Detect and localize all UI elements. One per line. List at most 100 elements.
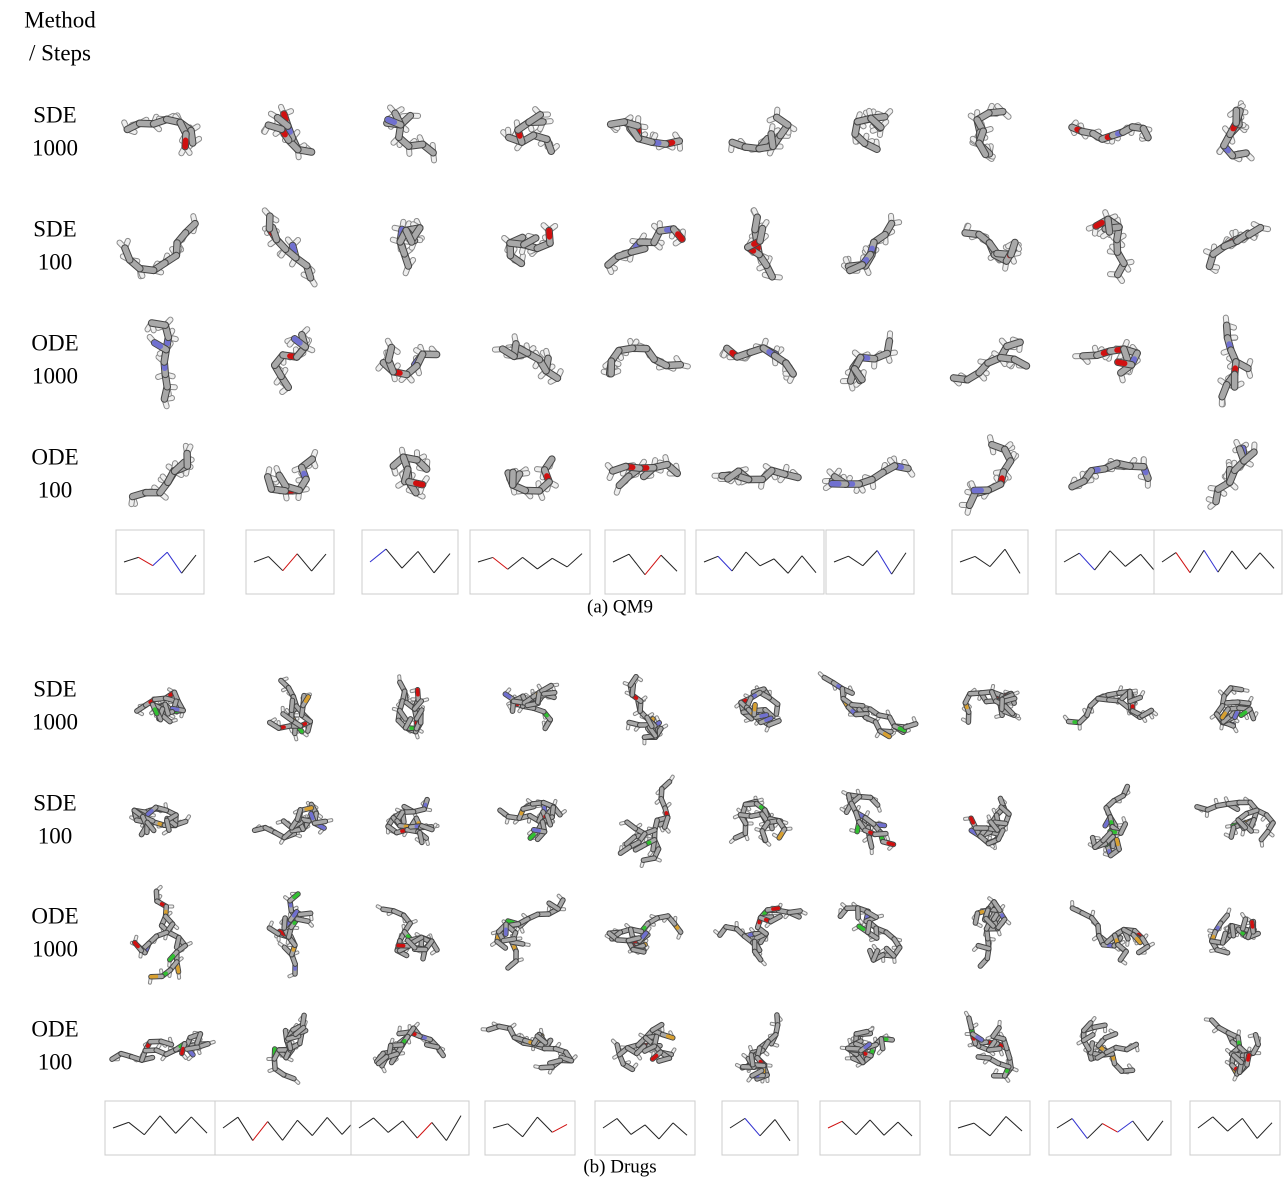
- molecule-3d: [731, 798, 791, 845]
- hetero-atom: [294, 912, 297, 916]
- bond: [856, 714, 867, 715]
- bond: [1108, 219, 1109, 232]
- molecule-3d: [608, 223, 683, 272]
- structure-2d-box: [1154, 530, 1282, 594]
- bond: [420, 833, 422, 843]
- bond: [631, 249, 644, 252]
- molecule-3d: [604, 341, 688, 374]
- molecule-3d: [394, 676, 427, 737]
- row-steps: 1000: [32, 135, 78, 160]
- molecule-3d: [131, 804, 189, 834]
- hetero-atom: [766, 718, 771, 720]
- molecule-3d: [505, 685, 557, 729]
- hetero-atom: [306, 808, 311, 809]
- bond: [268, 477, 272, 489]
- molecule-3d: [1075, 342, 1138, 380]
- structure-2d-box: [696, 530, 824, 594]
- bond: [284, 918, 285, 928]
- molecule-3d: [620, 777, 672, 866]
- molecule-3d: [820, 673, 916, 736]
- molecule-3d: [269, 894, 312, 976]
- bond: [279, 475, 286, 486]
- molecule-3d: [270, 679, 311, 740]
- bond: [1249, 228, 1261, 235]
- molecule-3d: [124, 115, 199, 153]
- hetero-atom: [888, 843, 893, 844]
- molecule-3d: [255, 803, 332, 843]
- header-steps: / Steps: [29, 40, 91, 65]
- molecule-3d: [120, 216, 196, 276]
- hetero-atom: [1118, 362, 1125, 363]
- molecule-3d: [148, 320, 176, 407]
- molecule-3d: [714, 466, 798, 487]
- hetero-atom: [779, 834, 782, 838]
- hetero-atom: [295, 339, 300, 343]
- hetero-atom: [505, 694, 509, 697]
- hetero-atom: [155, 343, 161, 346]
- hetero-atom: [1241, 712, 1245, 715]
- hetero-atom: [1105, 821, 1108, 825]
- bond: [760, 229, 762, 241]
- molecule-3d: [608, 457, 678, 493]
- hetero-atom: [416, 483, 423, 484]
- molecule-3d: [965, 798, 1009, 848]
- bond: [633, 950, 644, 952]
- hetero-atom: [773, 908, 778, 909]
- hetero-atom: [534, 830, 539, 831]
- bond: [777, 117, 788, 125]
- molecule-3d: [748, 210, 780, 277]
- hetero-atom: [1222, 713, 1225, 717]
- molecule-3d: [131, 446, 191, 504]
- caption: (a) QM9: [587, 596, 653, 617]
- molecule-3d: [965, 226, 1019, 269]
- hetero-atom: [761, 715, 766, 716]
- molecule-3d: [736, 687, 779, 730]
- bond: [523, 807, 534, 809]
- molecule-3d: [265, 210, 315, 284]
- bond: [269, 928, 278, 934]
- hetero-atom: [885, 734, 890, 737]
- bond: [191, 131, 193, 144]
- molecule-3d: [731, 110, 794, 154]
- row-steps: 100: [38, 249, 73, 274]
- row-method: ODE: [31, 330, 78, 355]
- molecule-3d: [268, 452, 316, 498]
- molecule-3d: [508, 459, 556, 498]
- molecule-3d: [393, 450, 427, 497]
- page: Method / Steps SDE1000SDE100ODE1000ODE10…: [0, 0, 1284, 1178]
- bond: [1227, 702, 1238, 703]
- bond: [389, 347, 392, 359]
- bond: [504, 939, 515, 941]
- molecule-3d: [1206, 224, 1268, 271]
- row-steps: 100: [38, 477, 73, 502]
- bond: [300, 913, 311, 914]
- hetero-atom: [1117, 840, 1118, 845]
- molecule-3d: [504, 225, 555, 263]
- molecule-3d: [954, 340, 1027, 384]
- bond: [544, 693, 555, 694]
- row-steps: 1000: [32, 709, 78, 734]
- bond: [995, 822, 1006, 823]
- bond: [538, 692, 539, 702]
- bond: [1124, 349, 1128, 361]
- row-method: ODE: [31, 903, 78, 928]
- hetero-atom: [971, 818, 973, 823]
- molecule-3d: [825, 458, 912, 490]
- molecule-3d: [393, 221, 422, 273]
- bond: [297, 919, 308, 921]
- molecule-3d: [388, 800, 438, 844]
- hetero-atom: [859, 926, 863, 929]
- molecule-3d: [840, 904, 900, 962]
- structure-2d-box: [952, 530, 1028, 594]
- molecule-3d: [500, 800, 565, 839]
- bond: [315, 821, 326, 823]
- hetero-atom: [857, 827, 858, 832]
- hetero-atom: [319, 826, 324, 828]
- bond: [852, 705, 863, 706]
- bond: [875, 834, 886, 835]
- hetero-atom: [1235, 713, 1237, 718]
- hetero-atom: [311, 814, 313, 819]
- row-method: SDE: [33, 676, 76, 701]
- molecule-3d: [1197, 798, 1273, 845]
- hetero-atom: [879, 825, 884, 826]
